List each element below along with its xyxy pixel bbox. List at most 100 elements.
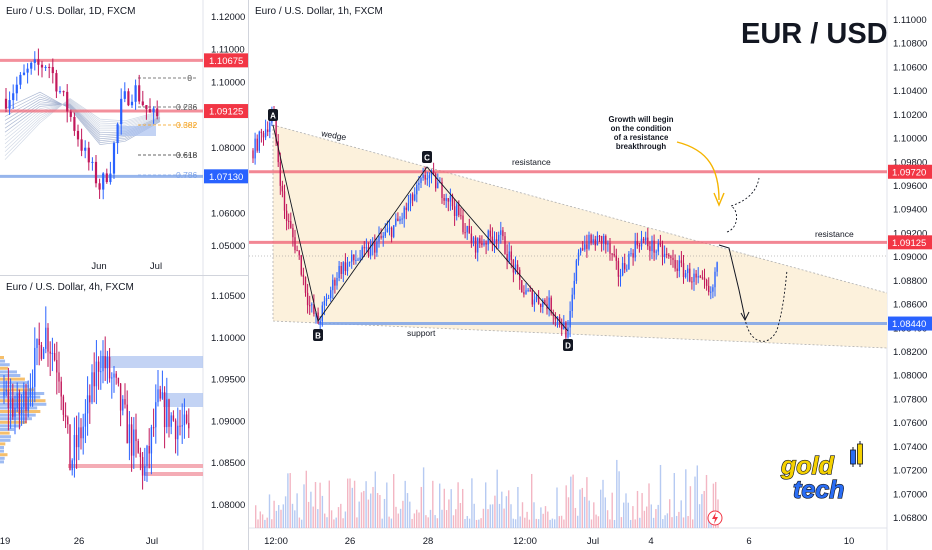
volume-bar — [404, 480, 406, 528]
candle-body — [596, 235, 599, 246]
volume-bar — [462, 488, 464, 528]
candle-body — [20, 406, 23, 415]
candle-body — [510, 251, 512, 261]
volume-bar — [363, 490, 365, 528]
candle-body — [569, 310, 571, 328]
candle-body — [687, 268, 689, 274]
candle-body — [12, 398, 14, 417]
volume-bar — [623, 502, 625, 528]
candle-body — [30, 62, 33, 69]
volume-bar — [501, 491, 503, 528]
candle-body — [133, 429, 135, 456]
candle-body — [44, 66, 47, 68]
candle-body — [170, 415, 172, 427]
volume-bar — [560, 515, 563, 528]
volume-bar — [374, 471, 376, 528]
candle-body — [540, 303, 542, 308]
candle-body — [609, 243, 611, 254]
candle-body — [23, 390, 25, 407]
candle-body — [588, 234, 590, 249]
candle-body — [174, 420, 177, 440]
candle-body — [123, 91, 126, 99]
daily-chart-panel[interactable]: Euro / U.S. Dollar, 1D, FXCM 0 0.236 0.382… — [0, 0, 248, 275]
candle-body — [327, 297, 330, 299]
candle-body — [428, 175, 431, 179]
candle-body — [470, 233, 473, 243]
volume-bar — [275, 510, 278, 528]
volume-bar — [597, 516, 600, 528]
volume-bar — [687, 516, 689, 528]
candle-body — [157, 389, 159, 403]
candle-body — [120, 98, 123, 125]
volume-bar — [411, 518, 413, 528]
main-chart-panel[interactable]: Euro / U.S. Dollar, 1h, FXCM EUR / USD A… — [249, 0, 932, 550]
main-price-label: 1.09000 — [893, 252, 927, 263]
candle-body — [451, 195, 454, 207]
candle-body — [571, 294, 573, 311]
daily-demand-zone — [118, 126, 156, 136]
volume-bar — [266, 517, 268, 528]
candle-body — [69, 111, 72, 117]
candle-body — [313, 304, 315, 315]
candle-body — [73, 116, 76, 131]
candle-body — [506, 254, 508, 261]
volume-bar — [514, 519, 517, 528]
candle-body — [458, 204, 460, 216]
candle-body — [462, 215, 464, 233]
volume-bar — [586, 477, 588, 528]
candle-body — [95, 361, 98, 387]
candle-body — [535, 296, 538, 300]
main-price-tag-text: 1.08440 — [892, 319, 926, 330]
daily-fib-label: 0.236 — [176, 102, 198, 112]
daily-price-tag-text: 1.09125 — [209, 107, 243, 118]
h4-chart-panel[interactable]: Euro / U.S. Dollar, 4h, FXCM 1.10500 1.10… — [0, 276, 248, 550]
volume-bar — [434, 515, 436, 528]
volume-bar — [393, 474, 395, 528]
volume-bar — [356, 517, 358, 528]
candle-body — [676, 268, 678, 272]
candle-body — [67, 417, 69, 425]
candle-body — [638, 245, 641, 247]
volume-bar — [427, 517, 429, 528]
support-label: support — [407, 328, 436, 338]
candle-body — [332, 279, 334, 291]
volume-bar — [570, 476, 572, 528]
candle-body — [666, 253, 668, 255]
growth-annotation-arrowhead — [713, 192, 725, 207]
candle-body — [657, 242, 659, 252]
volume-bar — [473, 503, 475, 528]
volume-bar — [712, 483, 715, 528]
h4-volume-profile-bar — [0, 399, 46, 403]
candle-body — [78, 427, 80, 448]
volume-bar — [715, 481, 717, 528]
candle-body — [544, 300, 546, 304]
main-price-label: 1.07000 — [893, 489, 927, 500]
candle-body — [617, 260, 620, 277]
candle-body — [89, 395, 91, 403]
candle-body — [26, 68, 29, 73]
h4-volume-profile-bar — [0, 438, 11, 442]
h4-volume-profile-bar — [0, 377, 25, 381]
volume-bar — [705, 474, 708, 528]
h4-volume-profile-bar — [0, 420, 27, 424]
daily-price-label: 1.05000 — [211, 241, 245, 252]
volume-bar — [692, 519, 694, 528]
volume-bar — [657, 504, 659, 528]
volume-bar — [609, 519, 611, 528]
volume-bar — [634, 519, 636, 528]
candle-body — [33, 59, 36, 63]
candle-body — [516, 264, 519, 270]
candle-body — [62, 396, 65, 415]
candle-body — [695, 273, 697, 278]
candle-body — [672, 257, 674, 260]
volume-bar — [321, 495, 324, 528]
candle-body — [51, 352, 54, 354]
candle-body — [481, 243, 483, 245]
volume-bar — [390, 518, 393, 528]
daily-fib-label: 0.382 — [176, 120, 198, 130]
daily-price-tag — [204, 53, 248, 68]
h4-volume-profile-bar — [0, 384, 30, 388]
h4-chart-title: Euro / U.S. Dollar, 4h, FXCM — [6, 282, 134, 293]
volume-bar — [324, 513, 326, 528]
main-price-label: 1.10600 — [893, 62, 927, 73]
